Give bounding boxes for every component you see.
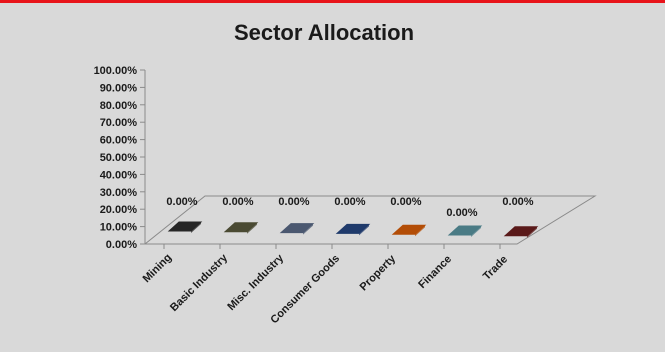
data-label: 0.00%	[446, 207, 477, 219]
bar-side-4	[415, 225, 425, 237]
category-label: Property	[358, 252, 399, 293]
data-label: 0.00%	[334, 196, 365, 208]
y-tick-label: 50.00%	[100, 152, 138, 164]
y-tick-label: 70.00%	[100, 117, 138, 129]
data-label: 0.00%	[390, 196, 421, 208]
category-label: Trade	[481, 253, 510, 282]
category-label: Misc. Industry	[225, 252, 286, 313]
y-tick-label: 40.00%	[100, 169, 138, 181]
y-tick-label: 0.00%	[106, 239, 137, 251]
y-tick-label: 30.00%	[100, 187, 138, 199]
chart-title: Sector Allocation	[233, 20, 415, 45]
data-label: 0.00%	[278, 196, 309, 208]
y-tick-label: 20.00%	[100, 204, 138, 216]
data-label: 0.00%	[502, 196, 533, 208]
y-tick-label: 80.00%	[100, 100, 138, 112]
floor-outline	[143, 195, 597, 245]
y-tick-label: 60.00%	[100, 135, 138, 147]
category-label: Mining	[141, 252, 175, 286]
data-label: 0.00%	[222, 196, 253, 208]
top-accent-bar	[0, 0, 665, 3]
bar-side-6	[527, 226, 537, 238]
y-tick-label: 100.00%	[94, 65, 138, 77]
y-tick-label: 10.00%	[100, 222, 138, 234]
bar-side-2	[303, 223, 313, 235]
bar-side-0	[191, 222, 201, 233]
data-label: 0.00%	[166, 196, 197, 208]
bar-side-3	[359, 224, 369, 236]
category-label: Finance	[416, 253, 454, 291]
bar-side-5	[471, 226, 481, 237]
y-tick-label: 90.00%	[100, 82, 138, 94]
category-label: Basic Industry	[168, 251, 231, 314]
bar-side-1	[247, 222, 257, 234]
